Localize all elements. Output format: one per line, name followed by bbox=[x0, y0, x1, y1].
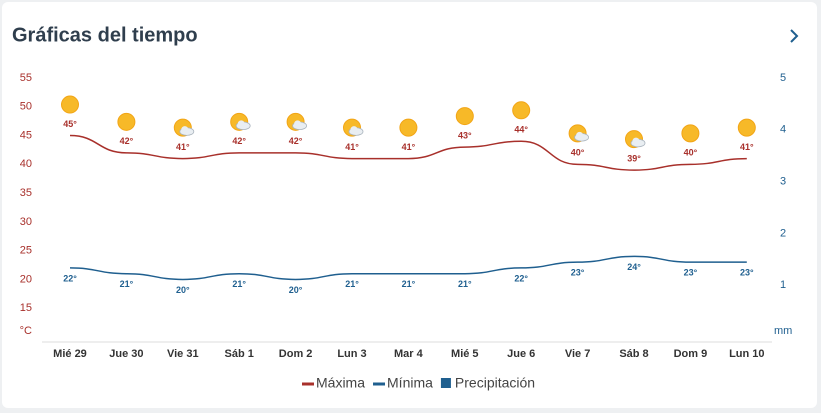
sun bbox=[512, 101, 531, 120]
value-label: 41° bbox=[176, 142, 190, 152]
y-tick-label: 50 bbox=[20, 101, 32, 113]
title: Gráficas del tiempo bbox=[12, 24, 198, 46]
value-label: 41° bbox=[402, 142, 416, 152]
next-chevron[interactable] bbox=[790, 29, 799, 43]
value-label: 23° bbox=[740, 268, 754, 278]
x-tick-label: Dom 2 bbox=[279, 348, 313, 360]
weather-icon bbox=[173, 118, 195, 137]
y-tick-label: 20 bbox=[20, 273, 32, 285]
value-label: 23° bbox=[571, 268, 585, 278]
weather-icon bbox=[681, 124, 700, 143]
y-tick-label: 35 bbox=[20, 187, 32, 199]
value-label: 24° bbox=[627, 262, 641, 272]
chart: Gráficas del tiempo 15202530354045505512… bbox=[12, 24, 799, 391]
cloud bbox=[237, 120, 245, 128]
value-label: 21° bbox=[458, 279, 472, 289]
x-tick-label: Vie 7 bbox=[565, 348, 591, 360]
x-tick-label: Vie 31 bbox=[167, 348, 199, 360]
weather-icon bbox=[230, 112, 251, 131]
weather-icon bbox=[625, 130, 646, 149]
cloud bbox=[576, 131, 584, 139]
sun bbox=[455, 107, 474, 126]
sun bbox=[117, 112, 136, 131]
value-label: 44° bbox=[514, 125, 528, 135]
y2-tick-label: 5 bbox=[780, 72, 786, 84]
x-tick-label: Mar 4 bbox=[394, 348, 424, 360]
weather-icon bbox=[568, 124, 589, 143]
x-tick-label: Dom 9 bbox=[674, 348, 708, 360]
value-label: 42° bbox=[289, 136, 303, 146]
x-tick-label: Mié 29 bbox=[53, 348, 87, 360]
value-label: 41° bbox=[740, 142, 754, 152]
legend-entry: Precipitación bbox=[455, 375, 535, 391]
value-label: 40° bbox=[684, 148, 698, 158]
y2-axis-label: mm bbox=[774, 325, 792, 337]
value-label: 42° bbox=[120, 136, 134, 146]
card: Gráficas del tiempo 15 20 25 30 35 40 45 50 55 1 2… bbox=[2, 2, 817, 408]
cloud bbox=[294, 120, 302, 128]
x-tick-label: Mié 5 bbox=[451, 348, 479, 360]
x-tick-label: Lun 3 bbox=[337, 348, 366, 360]
value-label: 20° bbox=[176, 285, 190, 295]
weather-icon bbox=[343, 118, 364, 137]
weather-icon bbox=[455, 107, 474, 126]
weather-icon bbox=[286, 112, 308, 131]
x-tick-label: Jue 6 bbox=[507, 348, 535, 360]
value-label: 41° bbox=[345, 142, 359, 152]
x-tick-label: Sáb 1 bbox=[225, 348, 254, 360]
y2-tick-label: 3 bbox=[780, 176, 786, 188]
y-tick-label: 55 bbox=[20, 72, 32, 84]
value-label: 45° bbox=[63, 119, 77, 129]
value-label: 21° bbox=[345, 279, 359, 289]
sun bbox=[61, 95, 79, 114]
value-label: 21° bbox=[402, 279, 416, 289]
weather-icon bbox=[117, 112, 136, 131]
x-tick-label: Sáb 8 bbox=[619, 348, 648, 360]
y-tick-label: 40 bbox=[20, 158, 32, 170]
y-axis-label: °C bbox=[20, 325, 32, 337]
value-label: 23° bbox=[684, 268, 698, 278]
value-label: 43° bbox=[458, 130, 472, 140]
value-label: 21° bbox=[232, 279, 246, 289]
cloud bbox=[632, 137, 640, 145]
weather-icon bbox=[737, 118, 756, 137]
sun bbox=[681, 124, 700, 143]
value-label: 20° bbox=[289, 285, 303, 295]
x-tick-label: Jue 30 bbox=[109, 348, 143, 360]
legend-entry: Máxima bbox=[316, 375, 365, 391]
legend-entry: Mínima bbox=[387, 375, 433, 391]
cloud bbox=[350, 126, 358, 134]
series-line bbox=[69, 134, 747, 171]
value-label: 42° bbox=[232, 136, 246, 146]
y-tick-label: 15 bbox=[20, 302, 32, 314]
x-tick-label: Lun 10 bbox=[729, 348, 764, 360]
weather-icon bbox=[512, 101, 531, 120]
cloud bbox=[181, 126, 189, 134]
legend-swatch bbox=[440, 378, 451, 388]
y2-tick-label: 2 bbox=[780, 227, 786, 239]
weather-icon bbox=[61, 95, 79, 114]
weather-icon bbox=[399, 118, 418, 137]
value-label: 39° bbox=[627, 153, 641, 163]
y2-tick-label: 4 bbox=[780, 124, 786, 136]
sun bbox=[399, 118, 418, 137]
y-tick-label: 45 bbox=[20, 129, 32, 141]
y-tick-label: 25 bbox=[20, 245, 32, 257]
series-line bbox=[69, 255, 747, 281]
value-label: 22° bbox=[63, 273, 77, 283]
y-tick-label: 30 bbox=[20, 216, 32, 228]
y2-tick-label: 1 bbox=[780, 279, 786, 291]
value-label: 22° bbox=[514, 273, 528, 283]
value-label: 40° bbox=[571, 148, 585, 158]
sun bbox=[737, 118, 756, 137]
value-label: 21° bbox=[120, 279, 134, 289]
